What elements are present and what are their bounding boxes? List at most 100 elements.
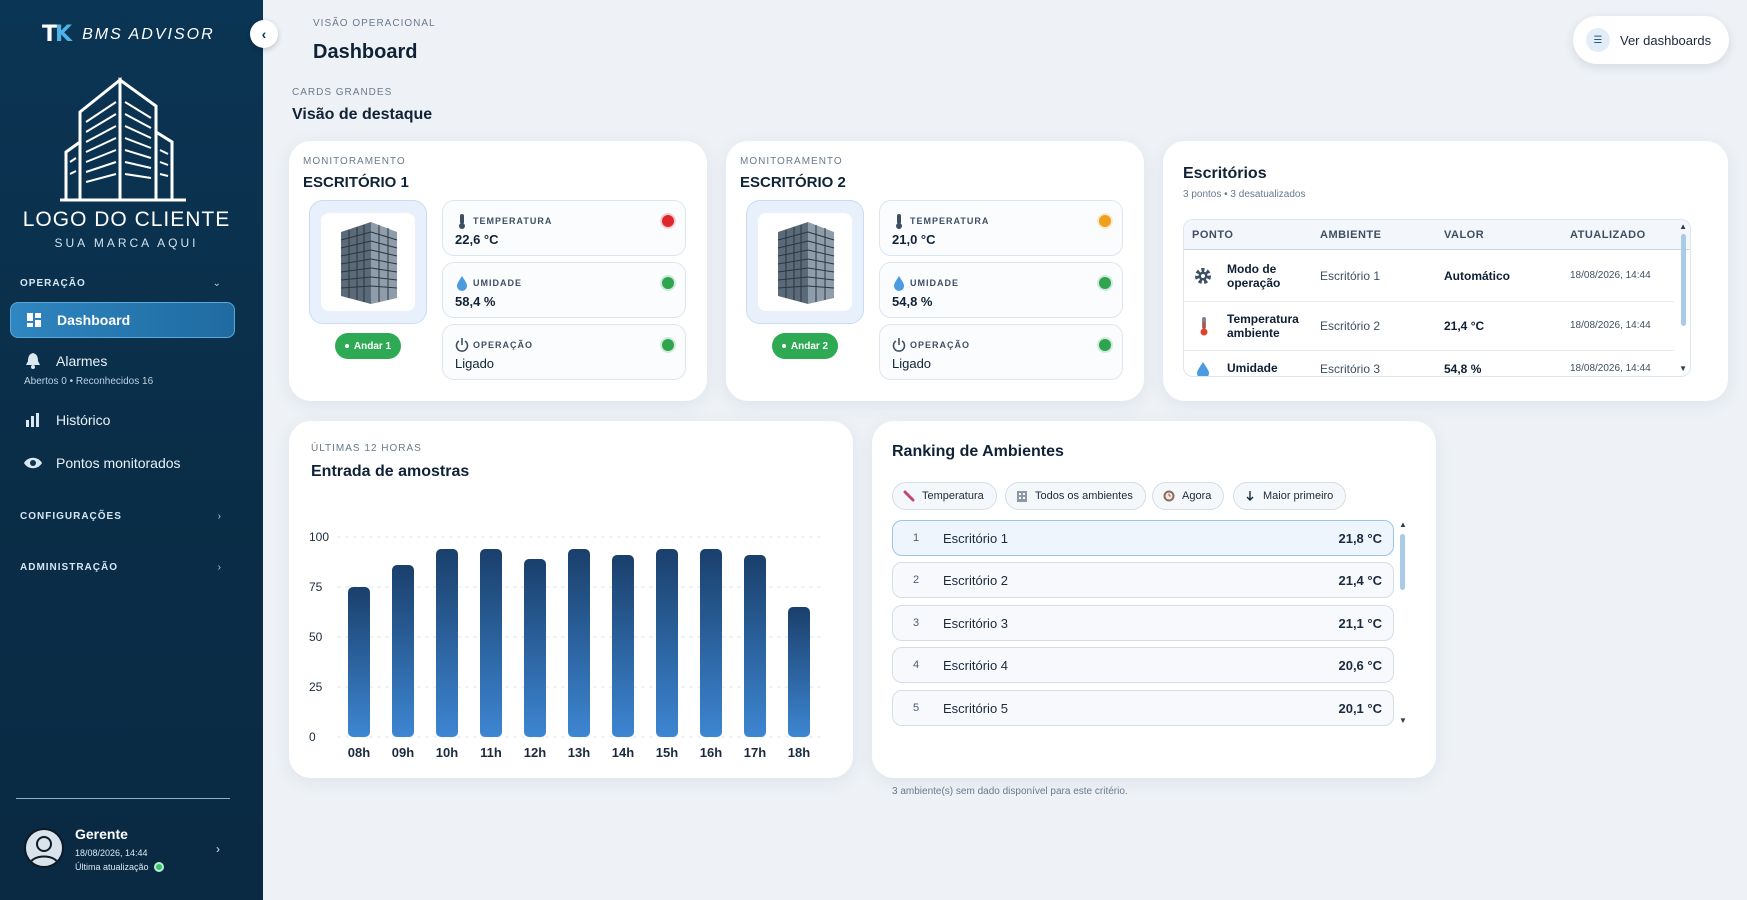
rank-name: Escritório 5: [943, 701, 1009, 716]
scroll-up-icon[interactable]: ▲: [1399, 520, 1407, 529]
scroll-down-icon[interactable]: ▼: [1679, 364, 1687, 373]
sidebar-item-pontos-monitorados[interactable]: Pontos monitorados: [10, 445, 235, 481]
alarm-counts: Abertos 0 • Reconhecidos 16: [24, 376, 154, 387]
clock-icon: [1163, 490, 1175, 502]
chip-label: Todos os ambientes: [1035, 490, 1133, 502]
chevron-right-icon[interactable]: ›: [217, 562, 221, 573]
client-building-logo-icon: [60, 76, 186, 202]
table-header: PONTO AMBIENTE VALOR ATUALIZADO: [1184, 220, 1690, 250]
sidebar-item-historico[interactable]: Histórico: [10, 402, 235, 438]
eye-icon: [24, 454, 42, 472]
sidebar-item-label: Dashboard: [57, 312, 131, 328]
office-title: ESCRITÓRIO 1: [303, 174, 409, 191]
metric-humidity: UMIDADE 58,4 %: [442, 262, 686, 318]
floor-badge[interactable]: Andar 2: [772, 333, 838, 359]
view-dashboards-button[interactable]: ☰ Ver dashboards: [1573, 16, 1729, 64]
metric-humidity: UMIDADE 54,8 %: [879, 262, 1123, 318]
rank-value: 20,6 °C: [1338, 658, 1382, 673]
section-administracao[interactable]: ADMINISTRAÇÃO: [20, 562, 118, 573]
filter-chip-order[interactable]: Maior primeiro: [1233, 482, 1347, 510]
metric-value: 58,4 %: [455, 294, 496, 309]
rank-name: Escritório 3: [943, 616, 1009, 631]
droplet-icon: [894, 276, 904, 291]
view-dashboards-label: Ver dashboards: [1620, 32, 1712, 48]
thermometer-icon: [903, 490, 915, 502]
power-icon: [455, 338, 469, 352]
ranking-row[interactable]: 4 Escritório 4 20,6 °C: [892, 647, 1394, 683]
metric-operation: OPERAÇÃO Ligado: [442, 324, 686, 380]
bar: [744, 555, 766, 737]
ponto-name: Temperatura ambiente: [1227, 312, 1299, 340]
table-row[interactable]: Modo de operação Escritório 1 Automático…: [1184, 250, 1674, 302]
metric-value: Ligado: [892, 356, 932, 371]
client-logo-title: LOGO DO CLIENTE: [22, 208, 231, 231]
section-title: Visão de destaque: [292, 106, 433, 123]
chip-label: Agora: [1182, 490, 1212, 502]
ponto-name: Umidade: [1227, 361, 1278, 375]
metric-label: TEMPERATURA: [910, 216, 990, 226]
last-update-label: Última atualização: [75, 862, 149, 872]
rank-number: 1: [913, 532, 920, 544]
rank-name: Escritório 1: [943, 531, 1009, 546]
table-scrollbar[interactable]: [1681, 234, 1686, 326]
bar: [568, 549, 590, 737]
scroll-down-icon[interactable]: ▼: [1399, 716, 1407, 725]
filter-chip-scope[interactable]: Todos os ambientes: [1005, 482, 1146, 510]
list-icon: ☰: [1586, 28, 1610, 52]
thermometer-icon: [896, 214, 902, 229]
bell-icon: [24, 352, 42, 370]
rank-name: Escritório 2: [943, 573, 1009, 588]
rank-name: Escritório 4: [943, 658, 1009, 673]
sidebar-divider: [16, 798, 230, 799]
status-dot: [1099, 215, 1111, 227]
rank-number: 2: [913, 574, 920, 586]
column-header[interactable]: AMBIENTE: [1320, 229, 1382, 241]
status-dot: [662, 277, 674, 289]
scroll-up-icon[interactable]: ▲: [1679, 222, 1687, 231]
x-tick-label: 13h: [568, 745, 590, 760]
filter-chip-metric[interactable]: Temperatura: [892, 482, 997, 510]
ranking-row[interactable]: 3 Escritório 3 21,1 °C: [892, 605, 1394, 641]
table-row[interactable]: Umidade Escritório 3 54,8 % 18/08/2026, …: [1184, 351, 1674, 376]
status-dot: [662, 215, 674, 227]
samples-bar-chart: 0 25 50 75 100 08h 09h 10h 11h 12h 13h 14h 15h 16h 17h…: [309, 530, 821, 760]
avatar[interactable]: [24, 828, 64, 868]
droplet-icon: [457, 276, 467, 291]
column-header[interactable]: ATUALIZADO: [1570, 229, 1646, 241]
x-tick-label: 18h: [788, 745, 810, 760]
column-header[interactable]: PONTO: [1192, 229, 1234, 241]
page-eyebrow: VISÃO OPERACIONAL: [313, 18, 436, 29]
client-logo-subtitle: SUA MARCA AQUI: [54, 236, 199, 250]
building-photo-icon: [777, 222, 835, 304]
x-tick-label: 12h: [524, 745, 546, 760]
ranking-row[interactable]: 1 Escritório 1 21,8 °C: [892, 520, 1394, 556]
chip-label: Temperatura: [922, 490, 984, 502]
section-configuracoes[interactable]: CONFIGURAÇÕES: [20, 511, 122, 522]
section-operacao[interactable]: OPERAÇÃO: [20, 278, 86, 289]
ranking-row[interactable]: 5 Escritório 5 20,1 °C: [892, 690, 1394, 726]
office-eyebrow: MONITORAMENTO: [303, 156, 406, 167]
rank-value: 20,1 °C: [1338, 701, 1382, 716]
ranking-card: Ranking de Ambientes Temperatura Todos o…: [872, 421, 1436, 797]
filter-chip-period[interactable]: Agora: [1152, 482, 1225, 510]
metric-temperature: TEMPERATURA 22,6 °C: [442, 200, 686, 256]
user-last-update-date: 18/08/2026, 14:44: [75, 848, 148, 858]
sidebar-item-dashboard[interactable]: Dashboard: [10, 302, 235, 338]
brand[interactable]: TK BMS ADVISOR: [42, 22, 215, 47]
metric-label: TEMPERATURA: [473, 216, 553, 226]
floor-badge[interactable]: Andar 1: [335, 333, 401, 359]
table-row[interactable]: Temperatura ambiente Escritório 2 21,4 °…: [1184, 302, 1674, 351]
collapse-sidebar-button[interactable]: ‹: [250, 20, 278, 48]
sidebar-item-alarmes[interactable]: Alarmes: [10, 343, 235, 379]
chevron-right-icon[interactable]: ›: [216, 842, 220, 856]
ranking-row[interactable]: 2 Escritório 2 21,4 °C: [892, 562, 1394, 598]
metric-label: UMIDADE: [473, 278, 522, 288]
office-image: [746, 200, 864, 324]
office-title: ESCRITÓRIO 2: [740, 174, 846, 191]
points-table-card: Escritórios 3 pontos • 3 desatualizados …: [1163, 141, 1728, 401]
atualizado: 18/08/2026, 14:44: [1570, 363, 1651, 374]
chevron-right-icon[interactable]: ›: [217, 511, 221, 522]
ranking-scrollbar[interactable]: [1400, 534, 1405, 590]
column-header[interactable]: VALOR: [1444, 229, 1485, 241]
chevron-down-icon[interactable]: ⌄: [212, 278, 221, 289]
